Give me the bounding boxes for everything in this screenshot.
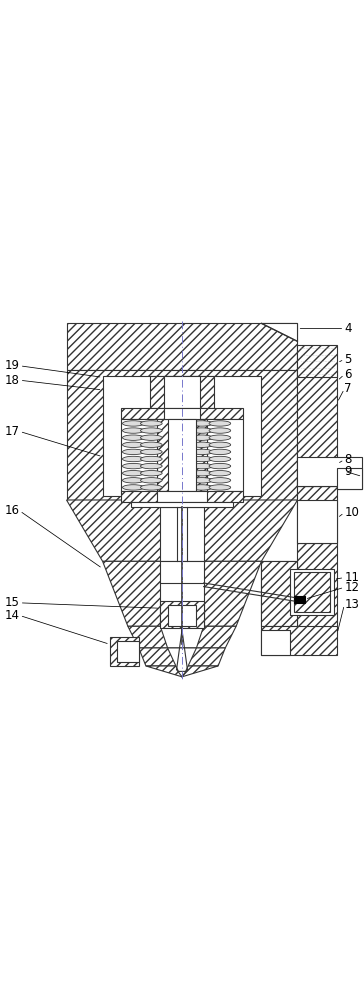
- Polygon shape: [67, 500, 297, 561]
- Ellipse shape: [141, 442, 162, 447]
- Ellipse shape: [122, 471, 144, 476]
- Ellipse shape: [209, 456, 231, 462]
- Text: 19: 19: [5, 359, 20, 372]
- Ellipse shape: [141, 428, 162, 433]
- Polygon shape: [164, 408, 200, 419]
- Polygon shape: [164, 376, 200, 408]
- Text: 9: 9: [344, 465, 352, 478]
- Ellipse shape: [141, 463, 162, 469]
- Ellipse shape: [209, 421, 231, 426]
- Polygon shape: [110, 637, 139, 666]
- Polygon shape: [157, 419, 207, 491]
- Ellipse shape: [141, 471, 162, 476]
- Polygon shape: [161, 561, 203, 626]
- Polygon shape: [294, 596, 305, 603]
- Ellipse shape: [191, 478, 213, 483]
- Text: 13: 13: [344, 598, 359, 611]
- Ellipse shape: [209, 471, 231, 476]
- Ellipse shape: [209, 485, 231, 490]
- Text: 5: 5: [344, 353, 352, 366]
- Polygon shape: [157, 491, 207, 502]
- Ellipse shape: [191, 471, 213, 476]
- Polygon shape: [261, 626, 337, 655]
- Ellipse shape: [191, 456, 213, 462]
- Text: 8: 8: [344, 453, 352, 466]
- Ellipse shape: [191, 463, 213, 469]
- Ellipse shape: [209, 428, 231, 433]
- Ellipse shape: [122, 449, 144, 455]
- Text: 12: 12: [344, 581, 359, 594]
- Ellipse shape: [122, 421, 144, 426]
- Ellipse shape: [141, 435, 162, 440]
- Ellipse shape: [191, 428, 213, 433]
- Polygon shape: [167, 419, 197, 491]
- Polygon shape: [120, 408, 244, 419]
- Text: 17: 17: [5, 425, 20, 438]
- Polygon shape: [167, 648, 197, 671]
- Ellipse shape: [209, 442, 231, 447]
- Polygon shape: [337, 468, 363, 489]
- Polygon shape: [117, 641, 139, 662]
- Text: 16: 16: [5, 504, 20, 517]
- Text: 4: 4: [344, 322, 352, 335]
- Polygon shape: [294, 572, 330, 612]
- Polygon shape: [261, 561, 297, 626]
- Polygon shape: [297, 500, 337, 543]
- Ellipse shape: [141, 485, 162, 490]
- Ellipse shape: [209, 478, 231, 483]
- Ellipse shape: [122, 442, 144, 447]
- Text: 11: 11: [344, 571, 359, 584]
- Polygon shape: [139, 648, 225, 666]
- Text: 18: 18: [5, 374, 20, 387]
- Ellipse shape: [141, 449, 162, 455]
- Ellipse shape: [122, 463, 144, 469]
- Ellipse shape: [191, 421, 213, 426]
- Polygon shape: [128, 626, 236, 648]
- Polygon shape: [297, 345, 337, 377]
- Polygon shape: [261, 561, 297, 626]
- Ellipse shape: [141, 456, 162, 462]
- Polygon shape: [297, 464, 337, 486]
- Ellipse shape: [141, 421, 162, 426]
- Polygon shape: [120, 491, 244, 502]
- Polygon shape: [146, 666, 218, 677]
- Text: 14: 14: [5, 609, 20, 622]
- Text: 15: 15: [5, 596, 20, 609]
- Polygon shape: [131, 502, 233, 507]
- Ellipse shape: [122, 478, 144, 483]
- Ellipse shape: [209, 449, 231, 455]
- Text: 7: 7: [344, 382, 352, 395]
- Polygon shape: [67, 370, 297, 500]
- Polygon shape: [161, 601, 203, 628]
- Polygon shape: [103, 376, 261, 496]
- Polygon shape: [261, 323, 297, 341]
- Polygon shape: [297, 543, 337, 630]
- Polygon shape: [297, 457, 363, 489]
- Ellipse shape: [191, 435, 213, 440]
- Ellipse shape: [191, 442, 213, 447]
- Polygon shape: [120, 419, 244, 491]
- Polygon shape: [161, 507, 203, 561]
- Ellipse shape: [122, 456, 144, 462]
- Ellipse shape: [122, 428, 144, 433]
- Polygon shape: [67, 323, 297, 370]
- Ellipse shape: [191, 485, 213, 490]
- Ellipse shape: [141, 478, 162, 483]
- Ellipse shape: [122, 435, 144, 440]
- Text: 10: 10: [344, 506, 359, 519]
- Text: 6: 6: [344, 368, 352, 381]
- Polygon shape: [297, 486, 337, 543]
- Ellipse shape: [209, 435, 231, 440]
- Polygon shape: [297, 370, 337, 464]
- Polygon shape: [290, 569, 333, 615]
- Polygon shape: [103, 561, 261, 626]
- Ellipse shape: [209, 463, 231, 469]
- Ellipse shape: [122, 485, 144, 490]
- Polygon shape: [167, 605, 197, 626]
- Ellipse shape: [191, 449, 213, 455]
- Polygon shape: [261, 630, 290, 655]
- Polygon shape: [150, 376, 214, 408]
- Polygon shape: [161, 626, 203, 648]
